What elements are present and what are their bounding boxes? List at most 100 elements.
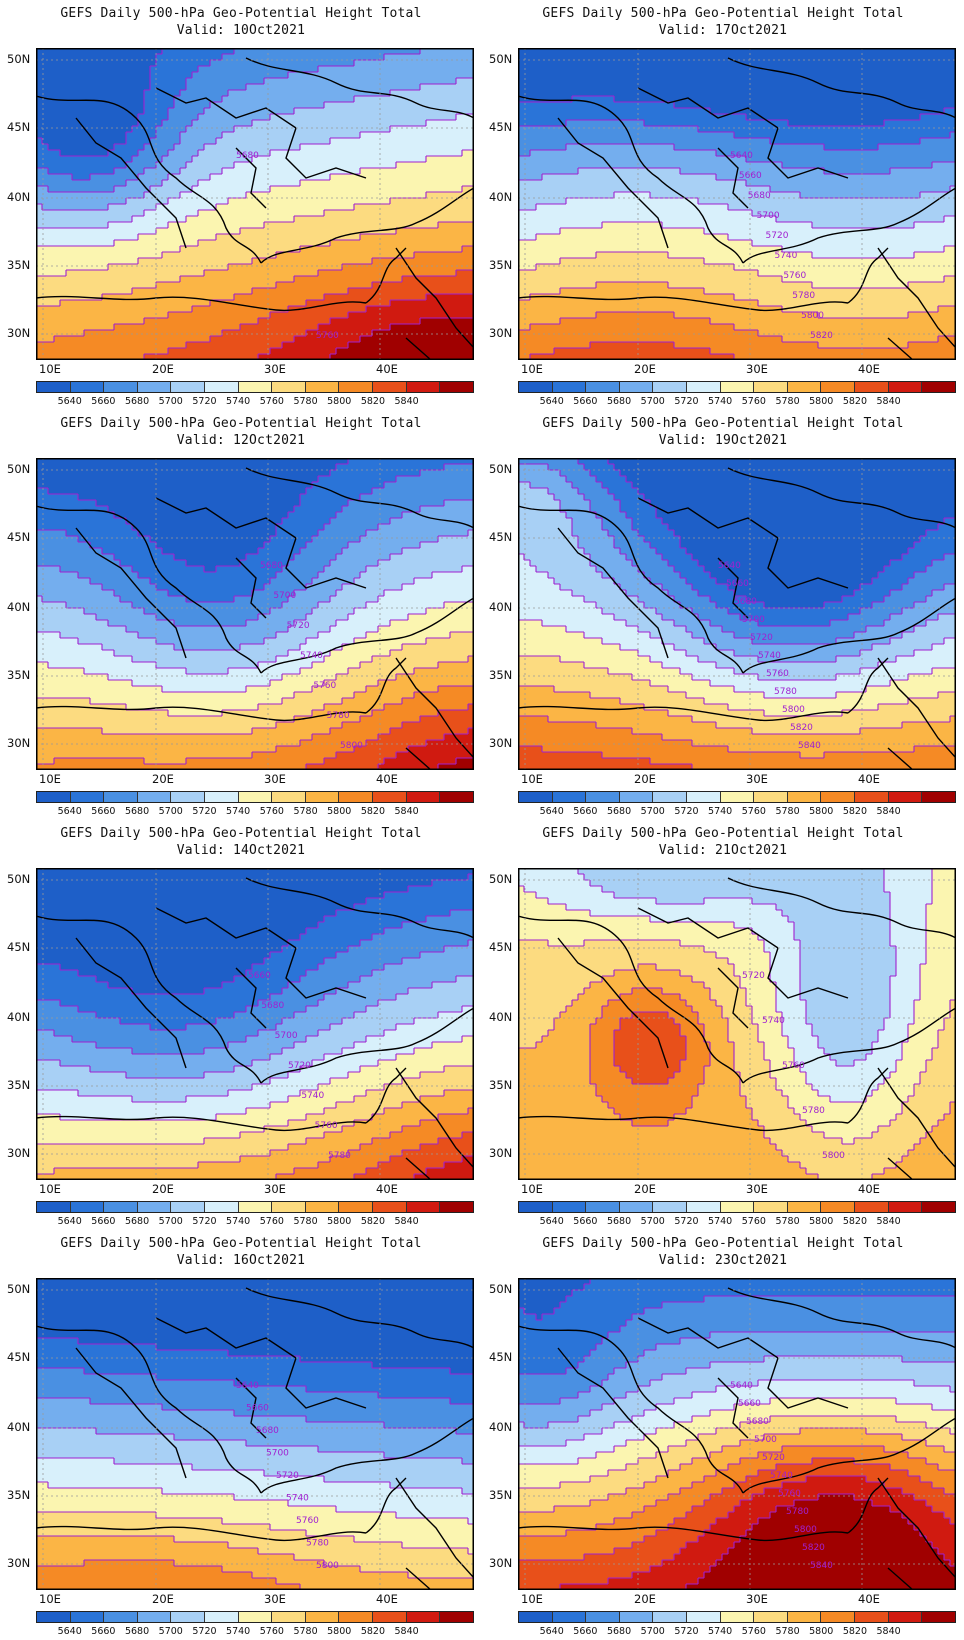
colorbar-label: 5760 [260,396,284,407]
contour-label: 5740 [770,1471,793,1481]
latitude-label: 35N [489,1488,512,1502]
contour-label: 5680 [261,1001,284,1011]
contour-label: 5800 [822,1151,845,1161]
longitude-label: 30E [746,1592,768,1606]
longitude-label: 20E [634,1592,656,1606]
lat-lon-gridlines [36,1278,474,1590]
colorbar-label: 5660 [573,1626,597,1637]
map-frame [518,458,956,770]
colorbar-swatch [104,382,138,392]
colorbar-label: 5660 [573,806,597,817]
colorbar-swatch [619,1202,654,1212]
colorbar-swatch [205,1202,239,1212]
longitude-label: 10E [39,772,61,786]
colorbar-swatch [787,382,822,392]
colorbar-label: 5760 [742,1626,766,1637]
colorbar-swatch [720,1612,755,1622]
contour-label: 5660 [738,1399,761,1409]
colorbar [518,381,956,393]
colorbar-swatch [238,1612,273,1622]
contour-label: 5680 [748,191,771,201]
colorbar-label: 5660 [91,1216,115,1227]
contour-label: 5680 [260,561,283,571]
colorbar-swatch [272,792,306,802]
map-frame [518,868,956,1180]
colorbar-swatch [855,792,889,802]
longitude-label: 10E [521,1182,543,1196]
longitude-label: 10E [39,1592,61,1606]
latitude-label: 35N [7,258,30,272]
colorbar-label: 5700 [159,396,183,407]
contour-label: 5640 [730,151,753,161]
filled-contour-field [36,868,474,1180]
colorbar-label: 5740 [226,1216,250,1227]
colorbar-label: 5780 [293,1216,317,1227]
contour-value-labels: 5660 5680 5700 5720 5740 5760 5780 [248,971,351,1161]
colorbar-swatch [653,1612,688,1622]
colorbar-label: 5660 [91,396,115,407]
coastline-overlay [518,57,956,360]
contour-label: 5760 [782,1061,805,1071]
colorbar [36,791,474,803]
colorbar-label: 5740 [708,1626,732,1637]
contour-label: 5700 [275,1031,298,1041]
colorbar-swatch [552,792,587,802]
longitude-label: 40E [858,1182,880,1196]
longitude-label: 40E [376,1182,398,1196]
colorbar-label: 5840 [395,1626,419,1637]
contour-label: 5740 [286,1494,309,1504]
colorbar-swatch [754,1202,788,1212]
coastline-overlay [36,57,474,360]
colorbar-swatch [305,1612,340,1622]
colorbar-swatch [373,1612,407,1622]
filled-contour-field [518,458,956,770]
latitude-label: 35N [489,1078,512,1092]
map-panel: GEFS Daily 500-hPa Geo-Potential Height … [482,410,964,820]
filled-contour-field [36,458,474,770]
colorbar-swatch [305,382,340,392]
longitude-label: 40E [858,1592,880,1606]
colorbar-swatch [687,1612,721,1622]
colorbar-label: 5740 [226,1626,250,1637]
latitude-label: 30N [489,326,512,340]
colorbar-label: 5720 [192,396,216,407]
contour-label: 5720 [750,633,773,643]
latitude-label: 35N [489,668,512,682]
colorbar-swatch [406,1202,441,1212]
contour-label: 5680 [746,1417,769,1427]
colorbar-swatch [70,382,105,392]
colorbar-swatch [238,382,273,392]
colorbar-label: 5700 [641,1216,665,1227]
latitude-label: 45N [489,1350,512,1364]
colorbar-label: 5820 [361,1626,385,1637]
contour-label: 5720 [766,231,789,241]
colorbar-label: 5800 [809,1216,833,1227]
colorbar-swatch [787,1612,822,1622]
latitude-label: 50N [7,1282,30,1296]
height-field-map: 5680 5700 5720 5740 5760 5780 5800 [36,458,474,770]
longitude-label: 10E [521,362,543,376]
latitude-label: 40N [489,1010,512,1024]
latitude-label: 40N [7,190,30,204]
colorbar-swatch [922,382,955,392]
latitude-label: 30N [7,1146,30,1160]
colorbar-label: 5660 [573,396,597,407]
colorbar-label: 5740 [708,806,732,817]
colorbar-label: 5780 [293,396,317,407]
panel-valid-date: Valid: 14Oct2021 [0,843,482,858]
colorbar-swatch [653,1202,688,1212]
coastline-overlay [36,1287,474,1590]
latitude-label: 35N [7,1488,30,1502]
colorbar-swatch [305,792,340,802]
colorbar-label: 5760 [742,1216,766,1227]
panel-valid-date: Valid: 21Oct2021 [482,843,964,858]
latitude-label: 40N [489,600,512,614]
colorbar-label: 5740 [708,396,732,407]
panel-title: GEFS Daily 500-hPa Geo-Potential Height … [482,6,964,21]
longitude-label: 30E [746,362,768,376]
contour-label: 5700 [742,615,765,625]
latitude-label: 45N [489,530,512,544]
colorbar-label: 5760 [260,1216,284,1227]
colorbar-swatch [171,1202,206,1212]
longitude-label: 10E [521,772,543,786]
